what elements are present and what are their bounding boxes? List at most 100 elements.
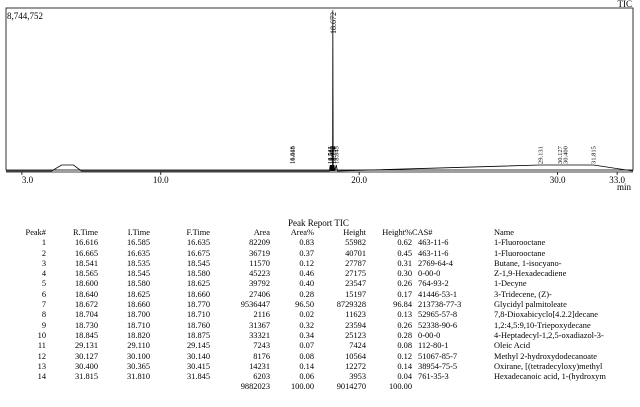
compound-name: Glycidyl palmitoleate — [494, 300, 567, 310]
col-header-cas: CAS# — [412, 228, 433, 237]
final-time: 30.140 — [186, 351, 210, 361]
retention-time: 18.600 — [74, 279, 98, 289]
cas-number: 463-11-6 — [418, 238, 449, 248]
initial-time: 18.625 — [126, 289, 150, 299]
peak-label: 18.600 — [328, 146, 335, 164]
peak-label: 16.616 — [289, 145, 296, 164]
cas-number: 463-11-6 — [418, 248, 449, 258]
peak-table-header: Peak# R.Time I.Time F.Time Area Area% He… — [14, 228, 638, 238]
tic-trace — [6, 10, 634, 172]
peak-row: 13 30.400 30.365 30.415 14231 0.14 12272 0.14 38… — [14, 362, 638, 372]
peak-number: 6 — [41, 289, 46, 299]
totals-cell — [98, 382, 150, 392]
x-tick-label: 20.0 — [351, 175, 367, 185]
initial-time: 16.635 — [126, 248, 150, 258]
cas-number: 764-93-2 — [418, 279, 449, 289]
cas-number: 213738-77-3 — [418, 300, 462, 310]
retention-time: 18.730 — [74, 320, 98, 330]
final-time: 18.875 — [186, 330, 210, 340]
final-time: 18.770 — [186, 300, 210, 310]
peak-label: 18.730 — [331, 146, 338, 164]
initial-time: 30.365 — [126, 361, 150, 371]
retention-time: 18.672 — [74, 300, 98, 310]
initial-time: 18.820 — [126, 330, 150, 340]
final-time: 31.845 — [186, 372, 210, 382]
height-percent: 0.12 — [397, 351, 412, 361]
peak-row: 14 31.815 31.810 31.845 6203 0.06 3953 0.04 761-… — [14, 372, 638, 382]
area: 6203 — [253, 372, 270, 382]
compound-name: 1,2:4,5:9,10-Triepoxydecane — [494, 320, 591, 330]
peak-label: 18.565 — [328, 146, 335, 164]
area-percent: 0.08 — [299, 351, 314, 361]
height: 40701 — [345, 248, 366, 258]
peak-number: 10 — [37, 330, 46, 340]
x-tick-label: 3.0 — [22, 175, 34, 185]
peak-row: 10 18.845 18.820 18.875 33321 0.34 25123 0.28 0-… — [14, 331, 638, 341]
area-percent: 0.02 — [299, 310, 314, 320]
retention-time: 18.845 — [74, 330, 98, 340]
height: 27175 — [345, 269, 366, 279]
peak-row: 5 18.600 18.580 18.625 39792 0.40 23547 0.26 764… — [14, 279, 638, 289]
peak-report-title: Peak Report TIC — [288, 218, 349, 228]
area-percent: 96.50 — [295, 300, 314, 310]
height: 7424 — [349, 341, 366, 351]
peak-label: 18.845 — [333, 146, 340, 164]
cas-number: 2769-64-4 — [418, 258, 453, 268]
height: 15197 — [345, 289, 366, 299]
height-percent: 96.84 — [393, 300, 412, 310]
retention-time: 31.815 — [74, 372, 98, 382]
peak-row: 1 16.616 16.585 16.635 82209 0.83 55982 0.62 463… — [14, 238, 638, 248]
plot-frame — [5, 7, 634, 171]
area: 33321 — [249, 330, 270, 340]
compound-name: 1-Fluorooctane — [494, 238, 546, 248]
compound-name: 1-Decyne — [494, 279, 527, 289]
cas-number: 0-00-0 — [418, 269, 441, 279]
area: 8176 — [253, 351, 270, 361]
initial-time: 18.580 — [126, 279, 150, 289]
compound-name: Oleic Acid — [494, 341, 531, 351]
peak-number: 2 — [41, 248, 46, 258]
area: 7243 — [253, 341, 270, 351]
peak-row: 9 18.730 18.710 18.760 31367 0.32 23594 0.26 523… — [14, 321, 638, 331]
intensity-max-label: 8,744,752 — [7, 11, 43, 21]
height: 3953 — [349, 372, 366, 382]
peak-number: 3 — [41, 258, 46, 268]
peak-label: 18.541 — [327, 146, 334, 164]
area-percent: 0.32 — [299, 320, 314, 330]
x-tick-label: 30.0 — [550, 175, 566, 185]
area: 9536447 — [240, 300, 270, 310]
final-time: 18.660 — [186, 289, 210, 299]
peak-label: 31.815 — [591, 146, 598, 164]
area-percent: 0.12 — [299, 258, 314, 268]
x-tick-label: 33.0 — [609, 175, 625, 185]
initial-time: 31.810 — [126, 372, 150, 382]
height-percent: 0.45 — [397, 248, 412, 258]
initial-time: 29.110 — [127, 341, 150, 351]
totals-row: 9882023 100.00 9014270 100.00 — [14, 382, 638, 392]
area: 27406 — [249, 289, 270, 299]
retention-time: 18.565 — [74, 269, 98, 279]
final-time: 18.580 — [186, 269, 210, 279]
height: 23547 — [345, 279, 366, 289]
compound-name: 1-Fluorooctane — [494, 248, 546, 258]
area-percent: 0.28 — [299, 289, 314, 299]
total-area-pct: 100.00 — [290, 382, 314, 392]
final-time: 30.415 — [186, 361, 210, 371]
col-header-peak: Peak# — [25, 228, 46, 237]
peak-label: 18.704 — [330, 145, 337, 164]
height-percent: 0.28 — [397, 330, 412, 340]
peak-row: 11 29.131 29.110 29.145 7243 0.07 7424 0.08 112-… — [14, 341, 638, 351]
col-header-area: Area — [253, 228, 270, 237]
area-percent: 0.40 — [299, 279, 314, 289]
height-percent: 0.13 — [397, 310, 412, 320]
height: 27787 — [345, 258, 366, 268]
cas-number: 761-35-3 — [418, 372, 449, 382]
compound-name: 7,8-Dioxabicyclo[4.2.2]decane — [494, 310, 598, 320]
area-percent: 0.06 — [299, 372, 314, 382]
area: 11570 — [249, 258, 270, 268]
peak-table: Peak# R.Time I.Time F.Time Area Area% He… — [14, 228, 638, 393]
peak-number: 8 — [41, 310, 46, 320]
final-time: 16.675 — [186, 248, 210, 258]
retention-time: 18.704 — [74, 310, 98, 320]
final-time: 16.635 — [186, 238, 210, 248]
